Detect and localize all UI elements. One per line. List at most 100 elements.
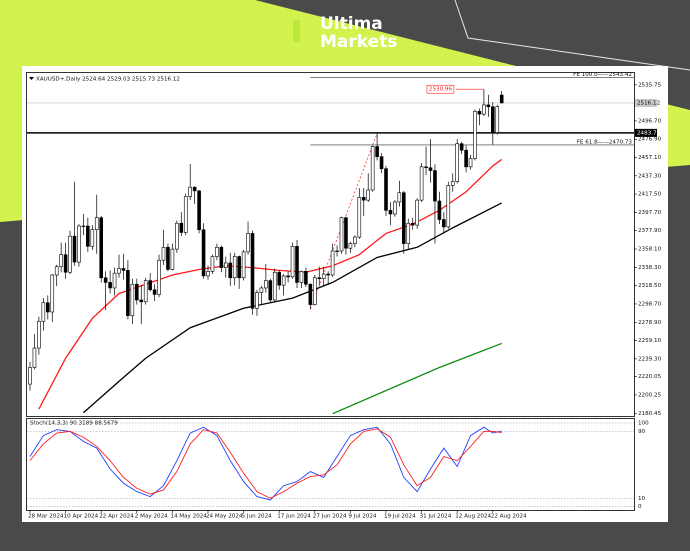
candle-body xyxy=(437,200,442,220)
decor-line xyxy=(454,0,690,71)
candle-body xyxy=(459,143,464,151)
candle-body xyxy=(264,280,268,289)
candle-body xyxy=(188,186,192,197)
candle-body xyxy=(86,225,90,247)
x-tick-label: 31 Jul 2024 xyxy=(420,514,452,520)
last-price-box xyxy=(635,98,657,107)
candle-body xyxy=(206,271,210,277)
candle-body xyxy=(50,274,55,313)
candle-body xyxy=(473,111,477,159)
candle-body xyxy=(397,192,402,203)
candle-body xyxy=(335,250,339,252)
fibo-label: FE 100.0——2543.42 xyxy=(573,72,632,78)
y-tick-label: 2200.25 xyxy=(638,392,662,398)
candle-body xyxy=(490,106,495,133)
candle-body xyxy=(232,256,237,279)
candle-body xyxy=(370,146,375,191)
candle-body xyxy=(406,222,411,244)
candle-body xyxy=(94,217,99,231)
candle-body xyxy=(326,273,330,276)
candle-body xyxy=(201,229,206,277)
y-tick-label: 2417.50 xyxy=(638,192,662,198)
candle-body xyxy=(401,192,406,244)
candle-body xyxy=(170,248,175,270)
candle-body xyxy=(361,197,366,201)
candle-body xyxy=(68,235,72,273)
candle-body xyxy=(117,268,121,274)
oscillator-line xyxy=(29,426,502,501)
high-marker-label: 2530.96 xyxy=(429,87,453,93)
y-tick-label: 2239.30 xyxy=(638,356,662,362)
candle-body xyxy=(308,283,313,305)
candle-body xyxy=(32,347,37,368)
y-tick-label: 2338.30 xyxy=(638,265,662,271)
last-price-label: 2516.12 xyxy=(637,100,660,106)
candle-body xyxy=(281,275,286,286)
candle-body xyxy=(37,320,41,349)
candle-body xyxy=(112,272,117,289)
candle-body xyxy=(415,199,419,226)
y-tick-label: 2318.50 xyxy=(638,283,662,289)
candle-body xyxy=(344,217,348,249)
candle-body xyxy=(317,277,322,280)
candle-body xyxy=(152,289,157,295)
candle-body xyxy=(495,106,500,133)
candle-body xyxy=(393,201,397,215)
candle-body xyxy=(290,246,295,278)
moving-average xyxy=(82,202,502,414)
candle-body xyxy=(108,282,112,289)
y-tick-label: 2278.90 xyxy=(638,320,662,326)
candle-body xyxy=(482,104,486,115)
candle-body xyxy=(139,299,144,303)
candle-body xyxy=(59,254,63,267)
candle-body xyxy=(286,275,290,278)
candle-body xyxy=(148,280,152,291)
y-tick-label: 10 xyxy=(638,496,646,502)
candle-body xyxy=(45,302,50,313)
candle-body xyxy=(379,156,384,169)
y-tick-label: 100 xyxy=(638,421,649,427)
candle-body xyxy=(121,268,126,271)
candle-body xyxy=(299,271,304,283)
y-tick-label: 90 xyxy=(638,429,646,435)
x-tick-label: 9 Jul 2024 xyxy=(348,514,377,520)
y-tick-label: 2259.10 xyxy=(638,338,662,344)
x-tick-label: 28 Mar 2024 xyxy=(28,514,64,520)
candle-body xyxy=(99,217,103,279)
candle-body xyxy=(384,168,388,211)
candle-body xyxy=(219,246,224,268)
candle-body xyxy=(464,149,468,168)
candle-body xyxy=(357,197,362,238)
candle-body xyxy=(499,94,504,104)
candle-body xyxy=(375,146,379,157)
candle-body xyxy=(192,186,197,192)
candle-body xyxy=(215,246,219,257)
logo-bar xyxy=(293,20,300,42)
y-tick-label: 2298.70 xyxy=(638,301,662,307)
y-tick-label: 2180.45 xyxy=(638,411,662,417)
candle-body xyxy=(330,250,335,276)
x-tick-label: 5 Jun 2024 xyxy=(242,514,273,520)
candle-body xyxy=(183,196,188,233)
candle-body xyxy=(410,222,415,226)
candle-body xyxy=(321,273,326,280)
candle-body xyxy=(210,256,215,272)
candle-body xyxy=(72,235,77,263)
candle-body xyxy=(268,280,273,301)
y-tick-label: 2535.75 xyxy=(638,82,662,88)
x-tick-label: 24 May 2024 xyxy=(206,514,243,520)
x-tick-label: 10 Apr 2024 xyxy=(64,514,99,520)
x-tick-label: 12 Aug 2024 xyxy=(455,514,491,520)
candle-body xyxy=(419,166,424,201)
candle-body xyxy=(312,277,317,305)
candle-body xyxy=(157,259,161,295)
price-frame xyxy=(26,72,635,417)
candle-body xyxy=(424,166,428,169)
candle-body xyxy=(295,246,299,283)
candle-body xyxy=(339,217,344,252)
candle-body xyxy=(224,262,228,268)
candle-body xyxy=(143,280,148,303)
candle-body xyxy=(446,185,451,228)
y-tick-label: 2377.90 xyxy=(638,228,662,234)
